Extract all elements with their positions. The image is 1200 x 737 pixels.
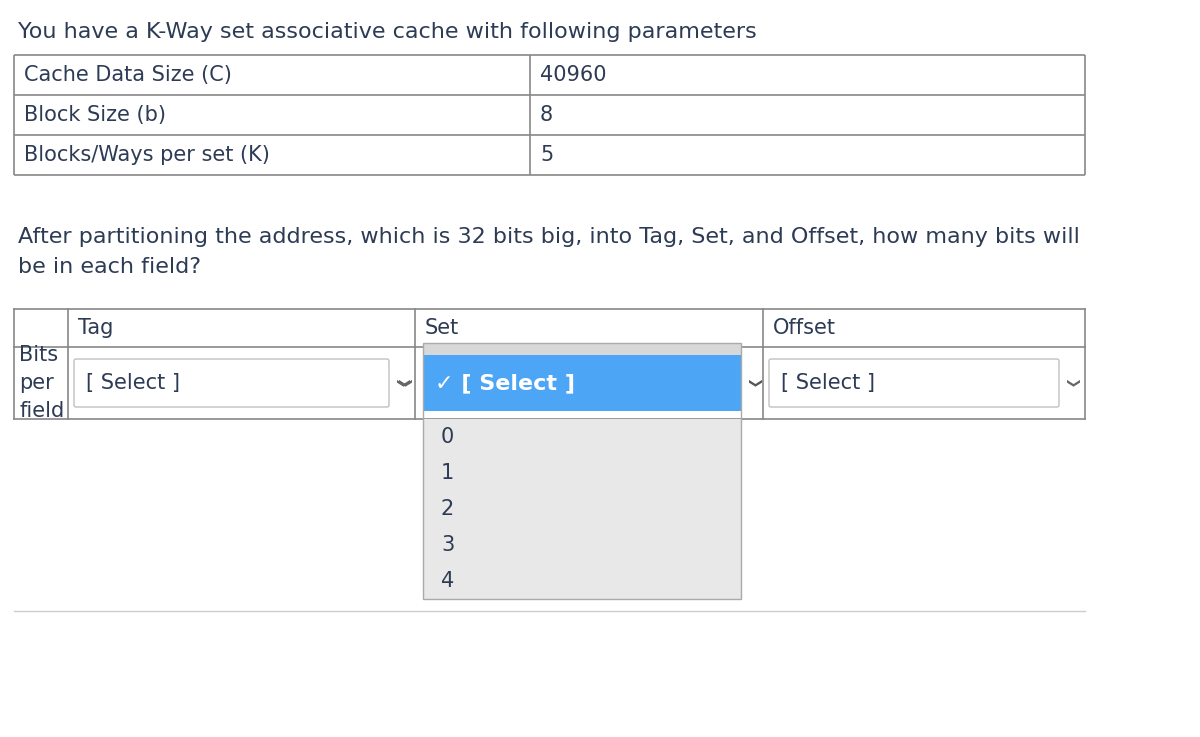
Text: be in each field?: be in each field?	[18, 257, 202, 277]
Text: Set: Set	[425, 318, 460, 338]
Text: 40960: 40960	[540, 65, 606, 85]
Text: 0: 0	[442, 427, 455, 447]
Bar	[424, 527, 742, 563]
Text: [ Select ]: [ Select ]	[781, 373, 875, 393]
Text: 4: 4	[442, 571, 455, 591]
Text: 2: 2	[442, 499, 455, 519]
Text: Bits
per
field: Bits per field	[19, 345, 65, 421]
Text: ✓ [ Select ]: ✓ [ Select ]	[436, 373, 575, 393]
Text: 1: 1	[442, 463, 455, 483]
Bar	[424, 563, 742, 599]
Text: After partitioning the address, which is 32 bits big, into Tag, Set, and Offset,: After partitioning the address, which is…	[18, 227, 1080, 247]
Bar	[424, 455, 742, 491]
FancyBboxPatch shape	[769, 359, 1060, 407]
Text: 8: 8	[540, 105, 553, 125]
Bar	[424, 343, 742, 355]
Text: Block Size (b): Block Size (b)	[24, 105, 166, 125]
Text: You have a K-Way set associative cache with following parameters: You have a K-Way set associative cache w…	[18, 22, 757, 42]
Text: Cache Data Size (C): Cache Data Size (C)	[24, 65, 232, 85]
Text: [ Select ]: [ Select ]	[86, 373, 180, 393]
Text: ❯: ❯	[1064, 378, 1078, 388]
Bar	[424, 491, 742, 527]
Text: ❯: ❯	[395, 378, 408, 388]
Text: Blocks/Ways per set (K): Blocks/Ways per set (K)	[24, 145, 270, 165]
Text: ❯: ❯	[746, 378, 760, 388]
Bar	[424, 343, 742, 599]
Bar	[424, 419, 742, 455]
Text: 3: 3	[442, 535, 455, 555]
Text: Offset: Offset	[773, 318, 836, 338]
Text: Tag: Tag	[78, 318, 113, 338]
Bar	[424, 355, 742, 411]
FancyBboxPatch shape	[74, 359, 389, 407]
Text: ❯: ❯	[396, 378, 409, 388]
Text: 5: 5	[540, 145, 553, 165]
